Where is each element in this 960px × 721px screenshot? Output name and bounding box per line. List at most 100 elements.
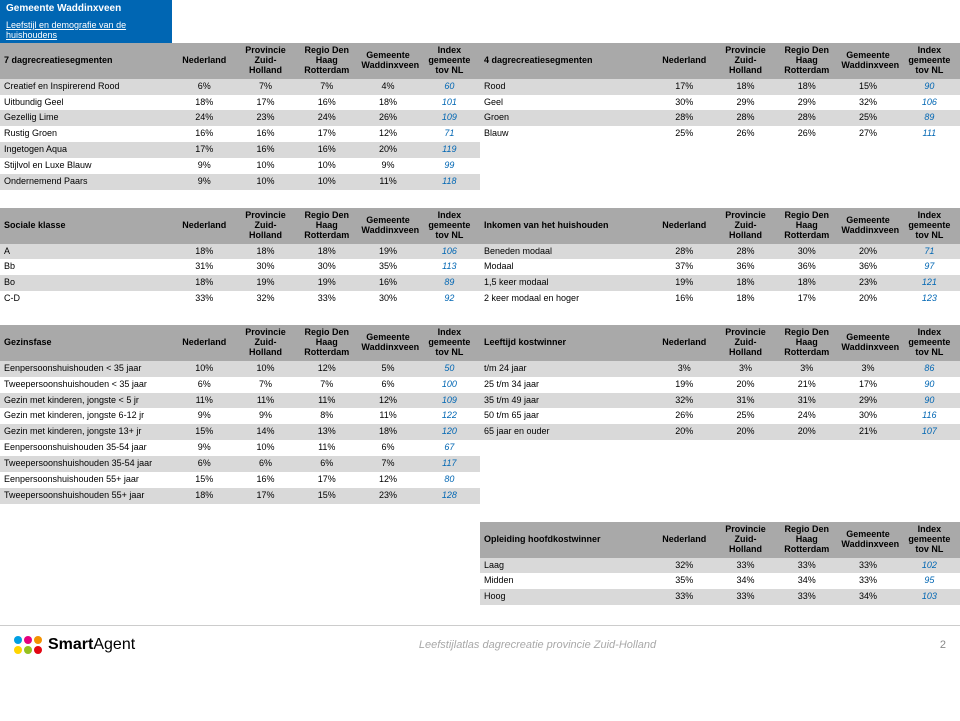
value-cell: 15% — [296, 488, 357, 504]
index-cell: 116 — [899, 408, 960, 424]
table-title: Gezinsfase — [0, 325, 174, 361]
table-row: Blauw25%26%26%27%111 — [480, 126, 960, 142]
column-header: Index gemeente tov NL — [899, 325, 960, 361]
table-row: Eenpersoonshuishouden 55+ jaar15%16%17%1… — [0, 472, 480, 488]
table-row: Gezin met kinderen, jongste 6-12 jr9%9%8… — [0, 408, 480, 424]
row-label: Hoog — [480, 589, 654, 605]
index-cell: 109 — [419, 393, 480, 409]
logo-dot — [24, 636, 32, 644]
table-row: Tweepersoonshuishouden 55+ jaar18%17%15%… — [0, 488, 480, 504]
value-cell: 18% — [357, 95, 418, 111]
value-cell: 18% — [715, 79, 776, 95]
column-header: Nederland — [174, 43, 235, 79]
index-cell: 80 — [419, 472, 480, 488]
index-cell: 119 — [419, 142, 480, 158]
table-row: Beneden modaal28%28%30%20%71 — [480, 244, 960, 260]
value-cell: 16% — [235, 142, 296, 158]
value-cell: 7% — [235, 377, 296, 393]
section-pair: 7 dagrecreatiesegmentenNederlandProvinci… — [0, 43, 960, 190]
row-label: Eenpersoonshuishouden 55+ jaar — [0, 472, 174, 488]
value-cell: 19% — [654, 377, 715, 393]
value-cell: 17% — [174, 142, 235, 158]
column-header: Nederland — [654, 522, 715, 558]
row-label: Ondernemend Paars — [0, 174, 174, 190]
row-label: Beneden modaal — [480, 244, 654, 260]
table-title: Sociale klasse — [0, 208, 174, 244]
value-cell: 6% — [174, 79, 235, 95]
column-header: Provincie Zuid-Holland — [715, 208, 776, 244]
index-cell: 90 — [899, 393, 960, 409]
index-cell: 67 — [419, 440, 480, 456]
value-cell: 30% — [296, 259, 357, 275]
logo: SmartAgent — [14, 636, 135, 654]
value-cell: 7% — [357, 456, 418, 472]
table-half: Opleiding hoofdkostwinnerNederlandProvin… — [480, 522, 960, 605]
value-cell: 11% — [235, 393, 296, 409]
value-cell: 11% — [357, 174, 418, 190]
logo-dot — [14, 636, 22, 644]
value-cell: 17% — [296, 472, 357, 488]
value-cell: 31% — [715, 393, 776, 409]
value-cell: 25% — [654, 126, 715, 142]
value-cell: 34% — [776, 573, 837, 589]
value-cell: 32% — [654, 558, 715, 574]
value-cell: 16% — [235, 472, 296, 488]
table-half: 4 dagrecreatiesegmentenNederlandProvinci… — [480, 43, 960, 190]
data-table: Inkomen van het huishoudenNederlandProvi… — [480, 208, 960, 307]
sections-container: 7 dagrecreatiesegmentenNederlandProvinci… — [0, 43, 960, 605]
value-cell: 34% — [715, 573, 776, 589]
index-cell: 90 — [899, 79, 960, 95]
logo-dot — [34, 646, 42, 654]
index-cell: 90 — [899, 377, 960, 393]
table-row: 2 keer modaal en hoger16%18%17%20%123 — [480, 291, 960, 307]
data-table: GezinsfaseNederlandProvincie Zuid-Hollan… — [0, 325, 480, 504]
value-cell: 29% — [776, 95, 837, 111]
value-cell: 11% — [296, 440, 357, 456]
value-cell: 18% — [296, 244, 357, 260]
table-row: 1,5 keer modaal19%18%18%23%121 — [480, 275, 960, 291]
value-cell: 36% — [837, 259, 898, 275]
index-cell: 95 — [899, 573, 960, 589]
row-label: Stijlvol en Luxe Blauw — [0, 158, 174, 174]
table-row: Bb31%30%30%35%113 — [0, 259, 480, 275]
index-cell: 71 — [419, 126, 480, 142]
value-cell: 33% — [715, 558, 776, 574]
value-cell: 17% — [235, 488, 296, 504]
table-row: Gezin met kinderen, jongste < 5 jr11%11%… — [0, 393, 480, 409]
value-cell: 6% — [357, 377, 418, 393]
value-cell: 28% — [654, 244, 715, 260]
table-row: Hoog33%33%33%34%103 — [480, 589, 960, 605]
page-title: Gemeente Waddinxveen — [0, 0, 172, 17]
value-cell: 27% — [837, 126, 898, 142]
value-cell: 17% — [654, 79, 715, 95]
row-label: Eenpersoonshuishouden 35-54 jaar — [0, 440, 174, 456]
table-half: Inkomen van het huishoudenNederlandProvi… — [480, 208, 960, 307]
value-cell: 6% — [174, 377, 235, 393]
value-cell: 13% — [296, 424, 357, 440]
value-cell: 11% — [357, 408, 418, 424]
value-cell: 9% — [357, 158, 418, 174]
index-cell: 50 — [419, 361, 480, 377]
column-header: Regio Den Haag Rotterdam — [776, 43, 837, 79]
table-row: Rustig Groen16%16%17%12%71 — [0, 126, 480, 142]
value-cell: 21% — [776, 377, 837, 393]
table-row: Groen28%28%28%25%89 — [480, 110, 960, 126]
value-cell: 6% — [357, 440, 418, 456]
value-cell: 5% — [357, 361, 418, 377]
index-cell: 92 — [419, 291, 480, 307]
table-row: Rood17%18%18%15%90 — [480, 79, 960, 95]
column-header: Provincie Zuid-Holland — [715, 325, 776, 361]
index-cell: 102 — [899, 558, 960, 574]
value-cell: 26% — [654, 408, 715, 424]
column-header: Gemeente Waddinxveen — [837, 522, 898, 558]
row-label: Tweepersoonshuishouden 55+ jaar — [0, 488, 174, 504]
value-cell: 28% — [654, 110, 715, 126]
row-label: 50 t/m 65 jaar — [480, 408, 654, 424]
value-cell: 18% — [715, 275, 776, 291]
value-cell: 17% — [296, 126, 357, 142]
data-table: 7 dagrecreatiesegmentenNederlandProvinci… — [0, 43, 480, 190]
index-cell: 71 — [899, 244, 960, 260]
value-cell: 32% — [654, 393, 715, 409]
value-cell: 18% — [174, 244, 235, 260]
value-cell: 31% — [174, 259, 235, 275]
